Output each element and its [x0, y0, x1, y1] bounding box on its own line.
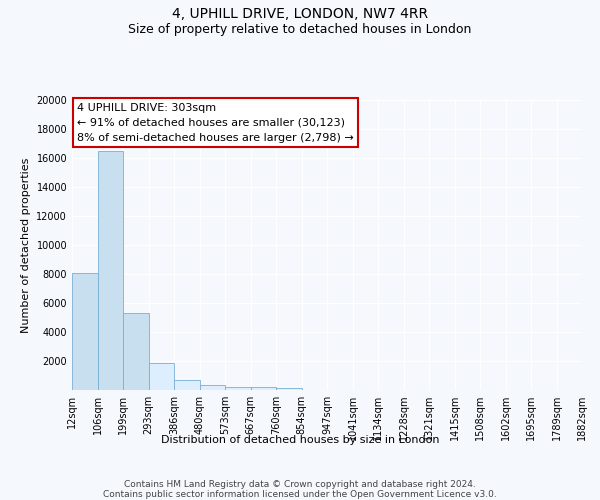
Bar — [225, 386, 251, 390]
Text: 4 UPHILL DRIVE: 303sqm
← 91% of detached houses are smaller (30,123)
8% of semi-: 4 UPHILL DRIVE: 303sqm ← 91% of detached… — [77, 103, 354, 142]
Text: Contains HM Land Registry data © Crown copyright and database right 2024.
Contai: Contains HM Land Registry data © Crown c… — [103, 480, 497, 500]
Bar — [251, 387, 276, 390]
Text: 4, UPHILL DRIVE, LONDON, NW7 4RR: 4, UPHILL DRIVE, LONDON, NW7 4RR — [172, 8, 428, 22]
Y-axis label: Number of detached properties: Number of detached properties — [21, 158, 31, 332]
Text: Size of property relative to detached houses in London: Size of property relative to detached ho… — [128, 22, 472, 36]
Bar — [97, 151, 123, 390]
Bar — [72, 272, 97, 390]
Bar — [199, 386, 225, 390]
Bar — [123, 313, 149, 390]
Bar — [149, 363, 174, 390]
Bar — [276, 388, 302, 390]
Text: Distribution of detached houses by size in London: Distribution of detached houses by size … — [161, 435, 439, 445]
Bar — [174, 380, 199, 390]
